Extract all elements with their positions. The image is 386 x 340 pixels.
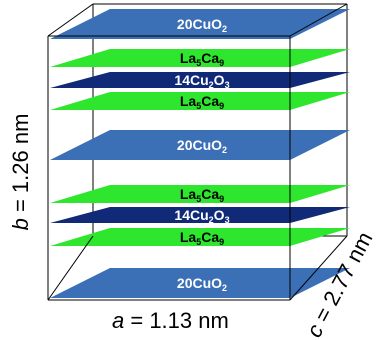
- layer-4-ca-plane: [50, 92, 350, 110]
- layer-3-formula-part: 14Cu: [174, 72, 208, 88]
- layer-3-formula-part: 3: [225, 80, 230, 90]
- layer-1-formula-label: 20CuO2: [177, 16, 227, 34]
- layer-7-formula-part: 3: [225, 215, 230, 225]
- dimension-a-symbol: a: [112, 308, 124, 333]
- layer-7-formula-part: O: [214, 207, 225, 223]
- layer-3-cu2o3-plane: [50, 72, 350, 88]
- dimension-a-value: = 1.13 nm: [124, 308, 229, 333]
- layer-1-formula-part: 20CuO: [177, 16, 222, 32]
- layer-1-formula-part: 2: [222, 24, 227, 34]
- layer-4-formula-part: 5: [196, 101, 201, 111]
- layer-9-formula-part: 20CuO: [177, 275, 222, 291]
- layer-2-formula-part: 9: [219, 58, 224, 68]
- layer-5-formula-part: 20CuO: [177, 137, 222, 153]
- layer-8-formula-label: La5Ca9: [180, 229, 224, 247]
- box-front-edges: [47, 3, 348, 301]
- layer-1-cuo2-plane: [50, 9, 350, 39]
- box-bottom-right-edge: [289, 235, 348, 301]
- layer-6-ca-plane: [50, 185, 350, 203]
- layer-3-formula-part: O: [214, 72, 225, 88]
- layer-8-formula-part: 5: [196, 237, 201, 247]
- layer-3-formula-part: 2: [209, 80, 214, 90]
- box-top-right-edge: [289, 3, 348, 37]
- layer-4-formula-label: La5Ca9: [180, 93, 224, 111]
- layer-6-formula-label: La5Ca9: [180, 186, 224, 204]
- layer-9-formula-label: 20CuO2: [177, 275, 227, 293]
- dimension-b-symbol: b: [8, 218, 33, 230]
- layer-stack: 20CuO2La5Ca914Cu2O3La5Ca920CuO2La5Ca914C…: [50, 9, 350, 298]
- layer-4-formula-part: Ca: [201, 93, 219, 109]
- layer-8-formula-part: 9: [219, 237, 224, 247]
- layer-7-formula-label: 14Cu2O3: [174, 207, 229, 225]
- layer-7-formula-part: 2: [209, 215, 214, 225]
- layer-2-formula-part: Ca: [201, 50, 219, 66]
- layer-4-formula-part: 9: [219, 101, 224, 111]
- layer-8-ca-plane: [50, 228, 350, 246]
- layer-6-formula-part: Ca: [201, 186, 219, 202]
- dimension-a-label: a = 1.13 nm: [112, 308, 229, 333]
- box-bottom-left-edge: [47, 235, 94, 301]
- layer-2-formula-label: La5Ca9: [180, 50, 224, 68]
- layer-2-formula-part: 5: [196, 58, 201, 68]
- layer-4-formula-part: La: [180, 93, 197, 109]
- layer-6-formula-part: 9: [219, 194, 224, 204]
- layer-3-formula-label: 14Cu2O3: [174, 72, 229, 90]
- dimension-b-label: b = 1.26 nm: [8, 114, 33, 231]
- layer-6-formula-part: 5: [196, 194, 201, 204]
- layer-9-formula-part: 2: [222, 283, 227, 293]
- layer-7-cu2o3-plane: [50, 207, 350, 223]
- layer-8-formula-part: Ca: [201, 229, 219, 245]
- layer-5-cuo2-plane: [50, 130, 350, 160]
- box-top-left-edge: [47, 3, 94, 37]
- dimension-b-value: = 1.26 nm: [8, 114, 33, 219]
- layer-9-cuo2-plane: [50, 268, 350, 298]
- layer-8-formula-part: La: [180, 229, 197, 245]
- layer-7-formula-part: 14Cu: [174, 207, 208, 223]
- layer-5-formula-part: 2: [222, 145, 227, 155]
- layer-2-ca-plane: [50, 49, 350, 67]
- layer-2-formula-part: La: [180, 50, 197, 66]
- layer-5-formula-label: 20CuO2: [177, 137, 227, 155]
- layer-6-formula-part: La: [180, 186, 197, 202]
